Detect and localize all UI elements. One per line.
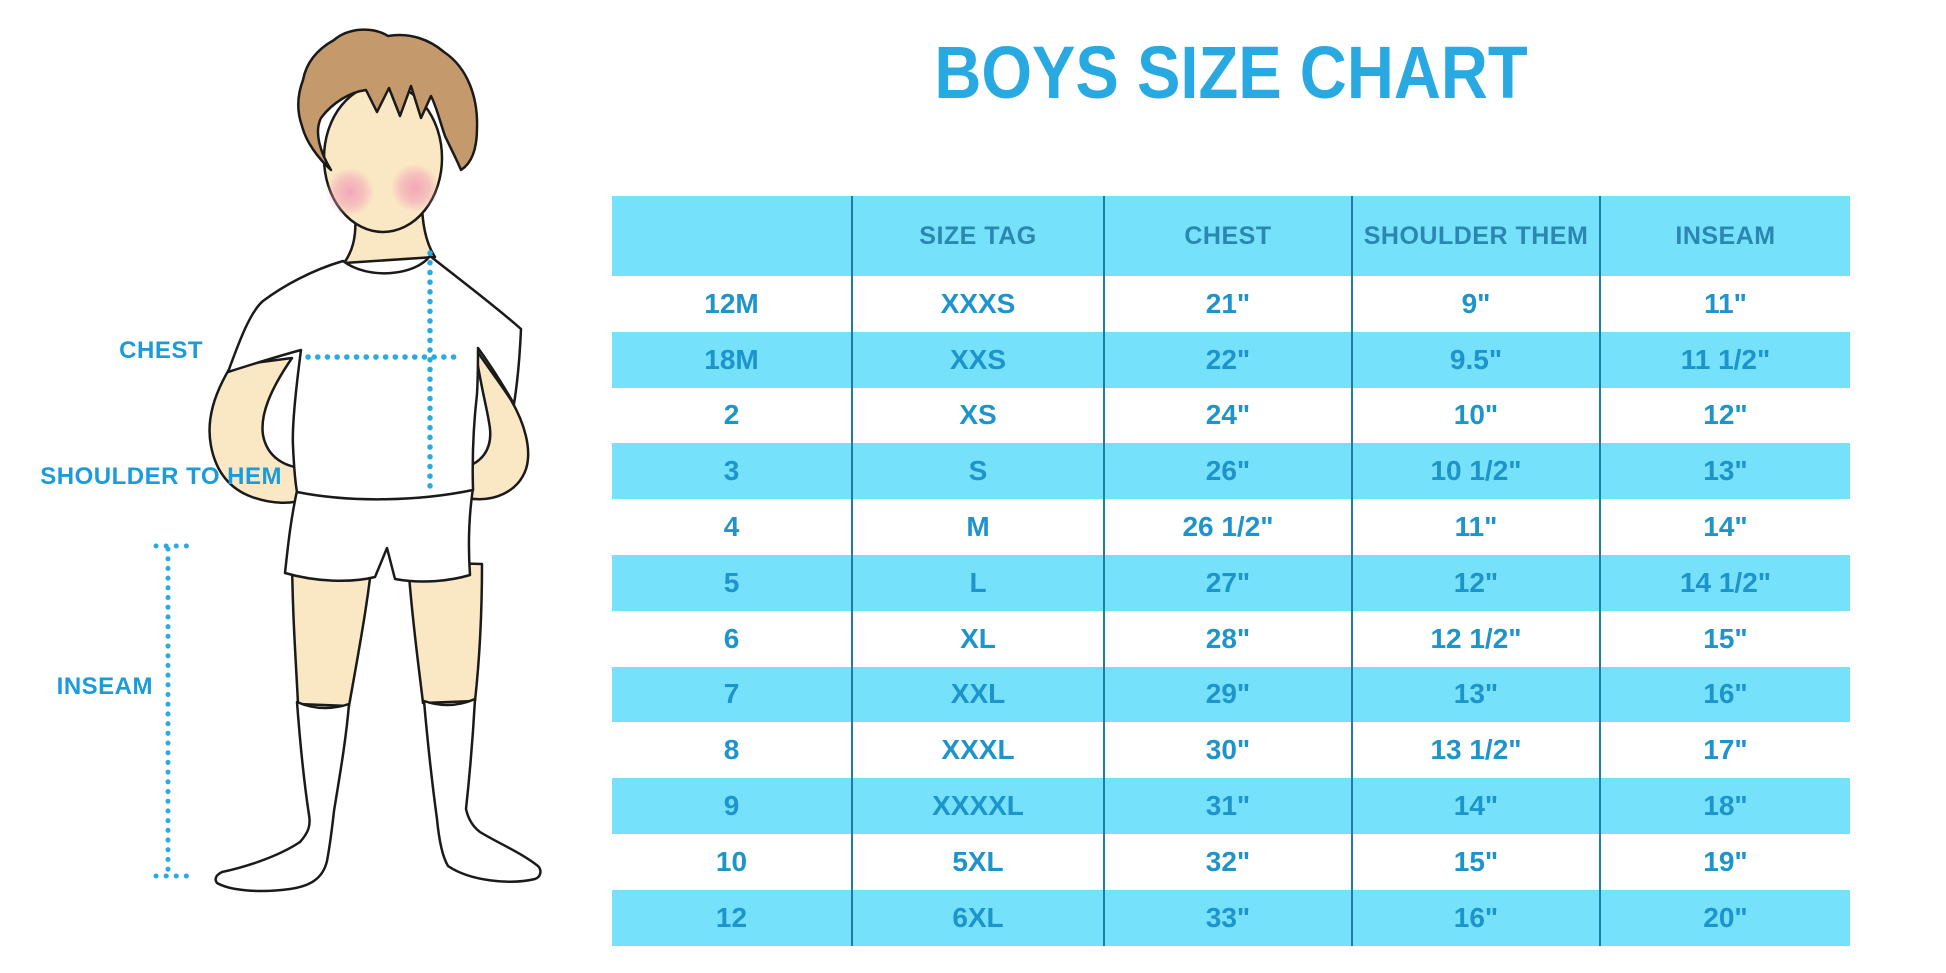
table-cell: 10 — [715, 845, 748, 877]
size-table-header: SIZE TAG CHEST SHOULDER THEM INSEAM — [612, 196, 1850, 276]
table-cell: 12" — [1351, 554, 1600, 611]
table-cell: 30" — [1103, 722, 1352, 779]
table-row: 8 XXXL 30" 13 1/2" 17" — [612, 722, 1850, 779]
boy-left-sock — [214, 700, 351, 893]
table-row: 7 XXL 29" 13" 16" — [612, 666, 1850, 723]
table-cell: 20" — [1599, 889, 1850, 946]
table-row: 9 XXXXL 31" 14" 18" — [612, 778, 1850, 834]
table-cell: M — [851, 499, 1104, 555]
inseam-label: INSEAM — [57, 673, 153, 700]
table-cell: 16" — [1351, 889, 1600, 946]
table-cell: 14" — [1351, 778, 1600, 834]
table-cell: 14" — [1599, 499, 1850, 555]
table-cell: 19" — [1599, 833, 1850, 890]
table-cell: 33" — [1103, 889, 1352, 946]
boy-right-sock — [422, 697, 542, 883]
table-cell: 27" — [1103, 554, 1352, 611]
table-cell: 11" — [1599, 276, 1850, 332]
column-header: SHOULDER THEM — [1351, 196, 1600, 276]
table-cell: 9.5" — [1351, 331, 1600, 388]
table-row: 4 M 26 1/2" 11" 14" — [612, 499, 1850, 555]
column-header: SIZE TAG — [851, 196, 1104, 276]
table-cell: 29" — [1103, 666, 1352, 723]
column-header: INSEAM — [1599, 196, 1850, 276]
table-cell: 2 — [723, 399, 740, 431]
table-cell: 12 1/2" — [1351, 610, 1600, 667]
table-row: 6 XL 28" 12 1/2" 15" — [612, 610, 1850, 667]
table-cell: 14 1/2" — [1599, 554, 1850, 611]
table-cell: 28" — [1103, 610, 1352, 667]
boy-tshirt — [226, 254, 523, 501]
table-cell: 16" — [1599, 666, 1850, 723]
table-cell: XS — [851, 387, 1104, 444]
table-cell: 24" — [1103, 387, 1352, 444]
table-cell: 11 1/2" — [1599, 331, 1850, 388]
table-cell: 7 — [723, 678, 740, 710]
header-row: SIZE TAG CHEST SHOULDER THEM INSEAM — [612, 196, 1850, 276]
table-cell: 18" — [1599, 778, 1850, 834]
table-cell: 5 — [723, 566, 740, 598]
chest-label: CHEST — [119, 337, 203, 364]
table-cell: 18M — [704, 343, 759, 375]
table-cell: 9 — [723, 790, 740, 822]
table-row: 3 S 26" 10 1/2" 13" — [612, 443, 1850, 500]
table-cell: XXL — [851, 666, 1104, 723]
boy-right-cheek — [391, 164, 439, 212]
table-cell: 8 — [723, 734, 740, 766]
table-cell: 15" — [1351, 833, 1600, 890]
table-row: 12M XXXS 21" 9" 11" — [612, 276, 1850, 332]
table-cell: 13 1/2" — [1351, 722, 1600, 779]
table-cell: 12M — [704, 287, 759, 319]
table-cell: XL — [851, 610, 1104, 667]
table-cell: 17" — [1599, 722, 1850, 779]
column-header — [612, 196, 852, 276]
table-cell: 12" — [1599, 387, 1850, 444]
table-cell: 5XL — [851, 833, 1104, 890]
boys-size-table: SIZE TAG CHEST SHOULDER THEM INSEAM 12M XXXS… — [612, 196, 1850, 946]
boy-right-leg — [406, 560, 484, 705]
table-row: 5 L 27" 12" 14 1/2" — [612, 554, 1850, 611]
table-row: 12 6XL 33" 16" 20" — [612, 889, 1850, 946]
table-cell: 6XL — [851, 889, 1104, 946]
inseam-measure-line — [153, 543, 193, 879]
table-cell: 9" — [1351, 276, 1600, 332]
shoulder-to-hem-label: SHOULDER TO HEM — [40, 463, 282, 490]
table-cell: XXXXL — [851, 778, 1104, 834]
boy-left-cheek — [326, 168, 374, 216]
table-cell: 10 1/2" — [1351, 443, 1600, 500]
table-cell: 13" — [1351, 666, 1600, 723]
page-title: BOYS SIZE CHART — [934, 31, 1528, 114]
table-cell: S — [851, 443, 1104, 500]
table-cell: XXXL — [851, 722, 1104, 779]
table-cell: 3 — [723, 455, 740, 487]
boy-left-arm — [208, 356, 309, 504]
boy-measurement-illustration: CHEST SHOULDER TO HEM INSEAM — [40, 28, 542, 893]
table-cell: XXXS — [851, 276, 1104, 332]
table-row: 2 XS 24" 10" 12" — [612, 387, 1850, 444]
table-cell: XXS — [851, 331, 1104, 388]
table-cell: 31" — [1103, 778, 1352, 834]
table-cell: 11" — [1351, 499, 1600, 555]
table-cell: 10" — [1351, 387, 1600, 444]
size-table-body: 12M XXXS 21" 9" 11" 18M XXS 22" 9.5" 11 1/2" 2 XS 24… — [612, 276, 1850, 946]
table-cell: 13" — [1599, 443, 1850, 500]
boy-hair — [297, 28, 479, 172]
table-cell: 22" — [1103, 331, 1352, 388]
table-cell: 12 — [715, 901, 748, 933]
table-row: 18M XXS 22" 9.5" 11 1/2" — [612, 331, 1850, 388]
table-cell: 26" — [1103, 443, 1352, 500]
table-cell: 21" — [1103, 276, 1352, 332]
table-cell: 32" — [1103, 833, 1352, 890]
table-cell: 26 1/2" — [1103, 499, 1352, 555]
table-row: 10 5XL 32" 15" 19" — [612, 833, 1850, 890]
table-cell: 6 — [723, 622, 740, 654]
column-header: CHEST — [1103, 196, 1352, 276]
table-cell: 4 — [723, 511, 740, 543]
table-cell: L — [851, 554, 1104, 611]
table-cell: 15" — [1599, 610, 1850, 667]
